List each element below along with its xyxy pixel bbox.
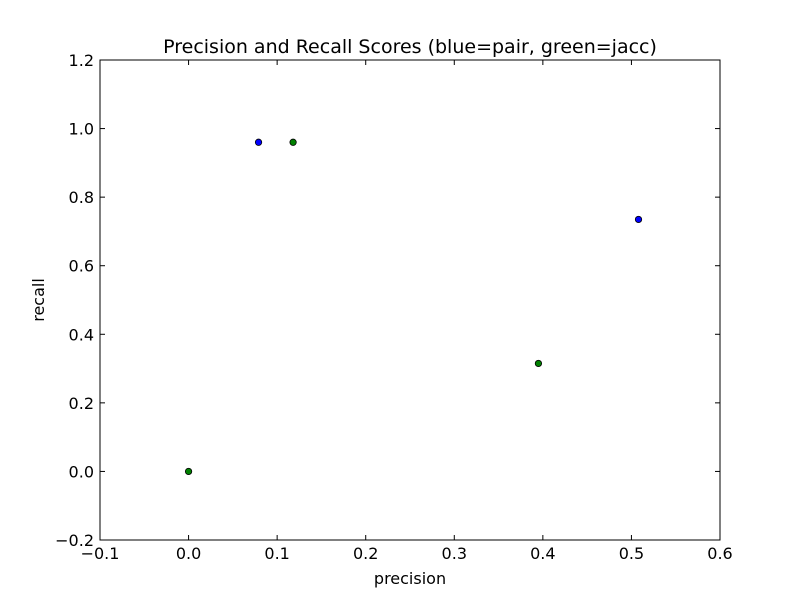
data-point-series-1 — [184, 467, 193, 476]
x-tick-label: 0.6 — [707, 544, 732, 563]
ticks-layer: −0.1 0.0 0.1 0.2 0.3 0.4 0.5 0.6 −0.2 0.0 0.2 0.4 0.… — [55, 51, 733, 563]
y-tick-label: 0.8 — [69, 188, 94, 207]
y-tick-label: 0.6 — [69, 257, 94, 276]
x-tick-label: 0.5 — [619, 544, 644, 563]
x-tick-label: 0.0 — [176, 544, 201, 563]
y-axis-title: recall — [29, 278, 48, 322]
data-point-series-1 — [534, 359, 543, 368]
data-point-series-1 — [289, 138, 297, 146]
chart-title: Precision and Recall Scores (blue=pair, … — [163, 36, 657, 58]
y-tick-label: −0.2 — [55, 531, 94, 550]
plot-frame — [99, 59, 721, 541]
y-tick-label: 0.4 — [69, 325, 94, 344]
y-tick-label: 0.2 — [69, 394, 94, 413]
x-tick-label: 0.2 — [353, 544, 378, 563]
data-point-series-0 — [634, 215, 643, 224]
x-axis-title: precision — [374, 569, 446, 588]
data-point-series-0 — [254, 138, 263, 146]
x-tick-label: 0.4 — [530, 544, 555, 563]
y-tick-label: 1.2 — [69, 51, 94, 70]
y-tick-label: 1.0 — [69, 120, 94, 139]
x-tick-label: 0.3 — [442, 544, 467, 563]
x-tick-label: −0.1 — [81, 544, 120, 563]
x-tick-label: 0.1 — [264, 544, 289, 563]
points-layer — [184, 138, 643, 476]
y-tick-label: 0.0 — [69, 462, 94, 481]
